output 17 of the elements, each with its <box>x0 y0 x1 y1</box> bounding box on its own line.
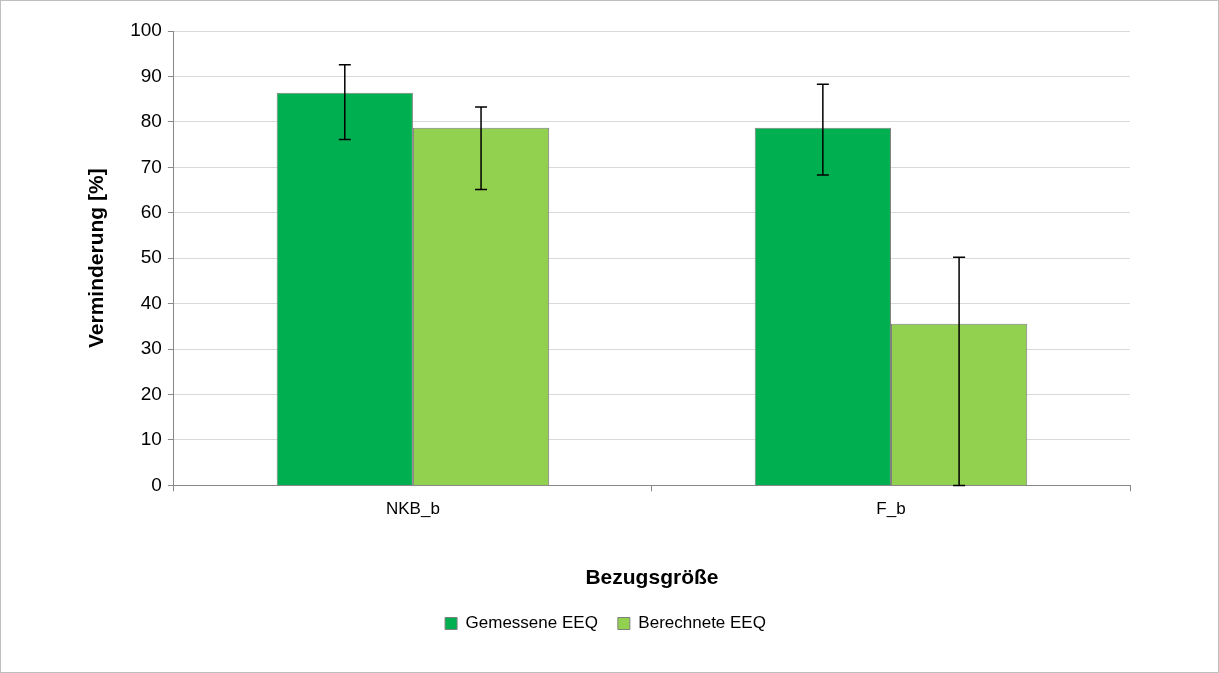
x-axis-title: Bezugsgröße <box>585 565 719 589</box>
y-tick-label: 20 <box>140 382 162 404</box>
y-tick-label: 60 <box>140 200 162 222</box>
y-tick-label: 0 <box>151 473 162 495</box>
y-tick-label: 80 <box>140 110 162 132</box>
x-tick-label: NKB_b <box>385 499 440 519</box>
y-axis-title: Verminderung [%] <box>84 168 108 349</box>
y-tick-label: 50 <box>140 246 162 268</box>
legend-label: Berechnete EEQ <box>638 613 766 633</box>
y-tick-label: 30 <box>140 337 162 359</box>
legend-label: Gemessene EEQ <box>465 613 598 633</box>
y-tick-label: 100 <box>130 19 162 41</box>
x-tick-label: F_b <box>876 499 906 519</box>
y-tick-label: 90 <box>140 64 162 86</box>
y-tick-label: 10 <box>140 428 162 450</box>
y-tick-label: 40 <box>140 291 162 313</box>
y-tick-label: 70 <box>140 155 162 177</box>
